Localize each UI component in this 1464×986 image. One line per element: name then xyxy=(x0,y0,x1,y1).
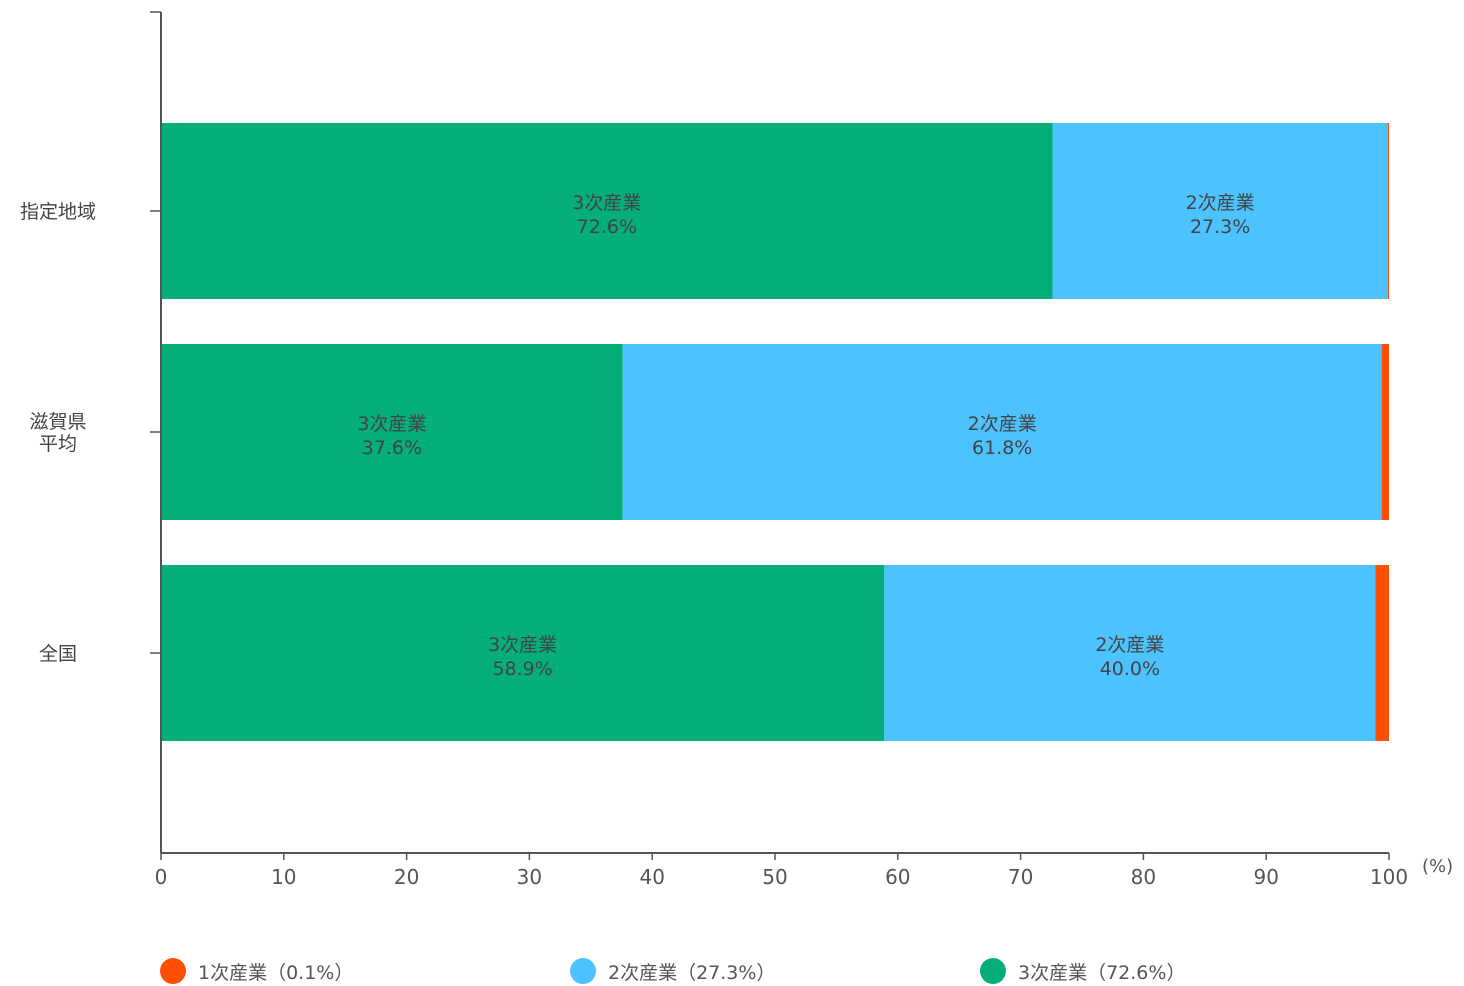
x-unit-label: (%) xyxy=(1422,856,1453,877)
legend-label: 3次産業（72.6%） xyxy=(1018,961,1186,984)
x-tick-label: 0 xyxy=(155,865,168,889)
bar-segment xyxy=(161,344,623,520)
category-label: 平均 xyxy=(39,433,77,455)
legend-dot-icon xyxy=(160,958,186,984)
legend-dot-icon xyxy=(570,958,596,984)
legend-item-tertiary[interactable]: 3次産業（72.6%） xyxy=(980,956,1185,986)
bar-segment xyxy=(161,123,1053,299)
x-tick-label: 20 xyxy=(394,865,419,889)
x-tick-label: 90 xyxy=(1253,865,1278,889)
legend: 1次産業（0.1%） 2次産業（27.3%） 3次産業（72.6%） xyxy=(0,956,1464,986)
data-label-value: 58.9% xyxy=(492,658,552,680)
x-tick-label: 10 xyxy=(271,865,296,889)
data-label-value: 27.3% xyxy=(1190,216,1250,238)
bar-segment xyxy=(622,344,1382,520)
legend-item-primary[interactable]: 1次産業（0.1%） xyxy=(160,956,353,986)
data-label-value: 37.6% xyxy=(362,437,422,459)
stacked-bar-chart: 3次産業72.6%2次産業27.3%指定地域3次産業37.6%2次産業61.8%… xyxy=(20,11,1453,889)
x-tick-label: 30 xyxy=(517,865,542,889)
data-label-value: 40.0% xyxy=(1100,658,1160,680)
bar-segment xyxy=(161,565,885,741)
data-label-name: 2次産業 xyxy=(1186,192,1255,214)
data-label-name: 2次産業 xyxy=(1095,634,1164,656)
data-label-name: 3次産業 xyxy=(357,413,426,435)
x-tick-label: 70 xyxy=(1008,865,1033,889)
bar-segment xyxy=(1375,565,1389,741)
bar-segment xyxy=(1381,344,1389,520)
category-label: 滋賀県 xyxy=(29,411,86,433)
category-label: 指定地域 xyxy=(20,201,96,223)
x-tick-label: 60 xyxy=(885,865,910,889)
legend-label: 1次産業（0.1%） xyxy=(198,961,354,984)
data-label-value: 72.6% xyxy=(577,216,637,238)
x-tick-label: 80 xyxy=(1131,865,1156,889)
legend-label: 2次産業（27.3%） xyxy=(608,961,776,984)
bar-segment xyxy=(884,565,1376,741)
x-tick-label: 50 xyxy=(762,865,787,889)
category-label: 全国 xyxy=(39,643,77,665)
legend-item-secondary[interactable]: 2次産業（27.3%） xyxy=(570,956,775,986)
x-tick-label: 100 xyxy=(1370,865,1408,889)
data-label-name: 3次産業 xyxy=(488,634,557,656)
bar-segment xyxy=(1387,123,1389,299)
data-label-name: 3次産業 xyxy=(572,192,641,214)
bar-segment xyxy=(1052,123,1388,299)
data-label-name: 2次産業 xyxy=(968,413,1037,435)
x-tick-label: 40 xyxy=(639,865,664,889)
legend-dot-icon xyxy=(980,958,1006,984)
data-label-value: 61.8% xyxy=(972,437,1032,459)
